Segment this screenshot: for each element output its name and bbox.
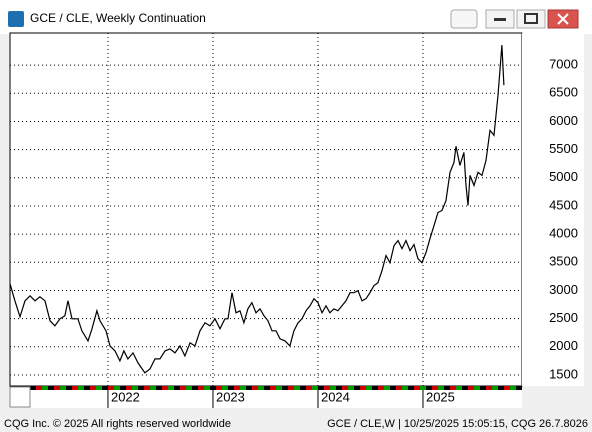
app-icon — [8, 11, 24, 27]
y-axis-area — [522, 33, 584, 386]
session-strip — [30, 386, 522, 390]
footer-left: CQG Inc. © 2025 All rights reserved worl… — [4, 418, 231, 430]
y-tick-label: 5500 — [549, 141, 578, 156]
x-tick-label: 2025 — [426, 389, 455, 404]
corner-box — [9, 386, 31, 408]
y-tick-label: 3500 — [549, 254, 578, 269]
y-tick-label: 7000 — [549, 57, 578, 72]
y-tick-label: 2500 — [549, 310, 578, 325]
price-line — [9, 45, 505, 374]
x-tick-label: 2022 — [111, 389, 140, 404]
y-tick-label: 1500 — [549, 366, 578, 381]
plot-area — [9, 32, 523, 387]
x-tick-label: 2024 — [321, 389, 350, 404]
close-icon — [557, 13, 569, 25]
y-tick-label: 3000 — [549, 282, 578, 297]
window-title: GCE / CLE, Weekly Continuation — [30, 11, 206, 25]
y-tick-label: 6500 — [549, 85, 578, 100]
minimize-icon — [494, 18, 506, 21]
maximize-icon — [524, 13, 538, 24]
y-tick-label: 6000 — [549, 113, 578, 128]
footer-right: GCE / CLE,W | 10/25/2025 15:05:15, CQG 2… — [327, 418, 588, 430]
x-tick-label: 2023 — [216, 389, 245, 404]
maximize-button[interactable] — [516, 9, 546, 29]
link-button[interactable] — [450, 9, 478, 29]
y-tick-label: 4000 — [549, 226, 578, 241]
x-axis-area — [30, 390, 522, 408]
y-tick-label: 5000 — [549, 169, 578, 184]
y-tick-label: 2000 — [549, 338, 578, 353]
y-tick-label: 4500 — [549, 197, 578, 212]
